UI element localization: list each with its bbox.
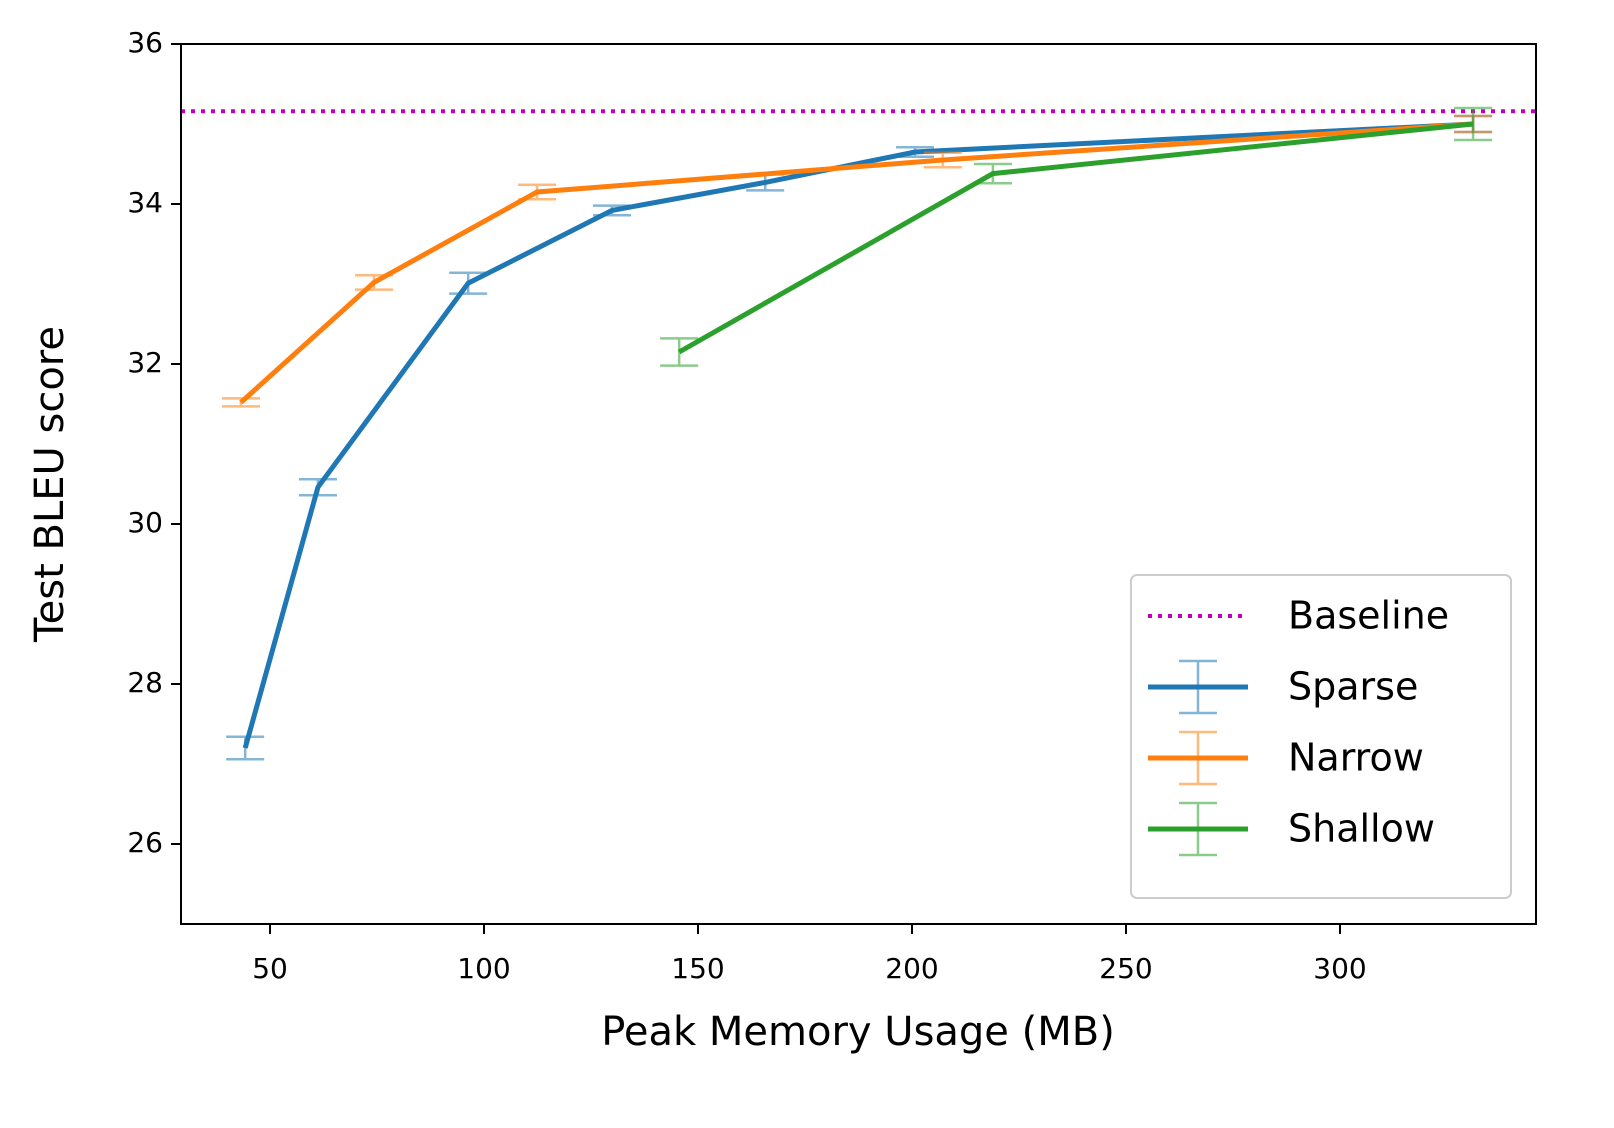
x-tick-label: 250 [1099,952,1152,985]
y-tick-label: 26 [127,826,163,859]
plot-frame [180,43,1537,925]
y-tick-label: 32 [127,346,163,379]
x-tick-label: 50 [252,952,288,985]
series-line [242,121,1474,749]
error-bar [660,337,699,367]
x-tick-label: 200 [885,952,938,985]
legend-label: Sparse [1288,665,1418,709]
y-axis-label: Test BLEU score [27,326,73,643]
legend-label: Baseline [1288,594,1449,638]
x-axis-label: Peak Memory Usage (MB) [601,1009,1115,1055]
error-bar [1454,106,1493,142]
x-tick-label: 150 [671,952,724,985]
y-tick-label: 30 [127,506,163,539]
plot-area [181,106,1536,761]
legend-box [1130,574,1512,899]
x-tick-label: 100 [457,952,510,985]
y-tick-label: 28 [127,666,163,699]
legend-label: Shallow [1288,807,1435,851]
series-line [677,121,1474,355]
x-tick-label: 300 [1313,952,1366,985]
series-line [239,121,1474,405]
legend-label: Narrow [1288,736,1424,780]
y-tick-label: 36 [127,26,163,59]
y-tick-label: 34 [127,186,163,219]
